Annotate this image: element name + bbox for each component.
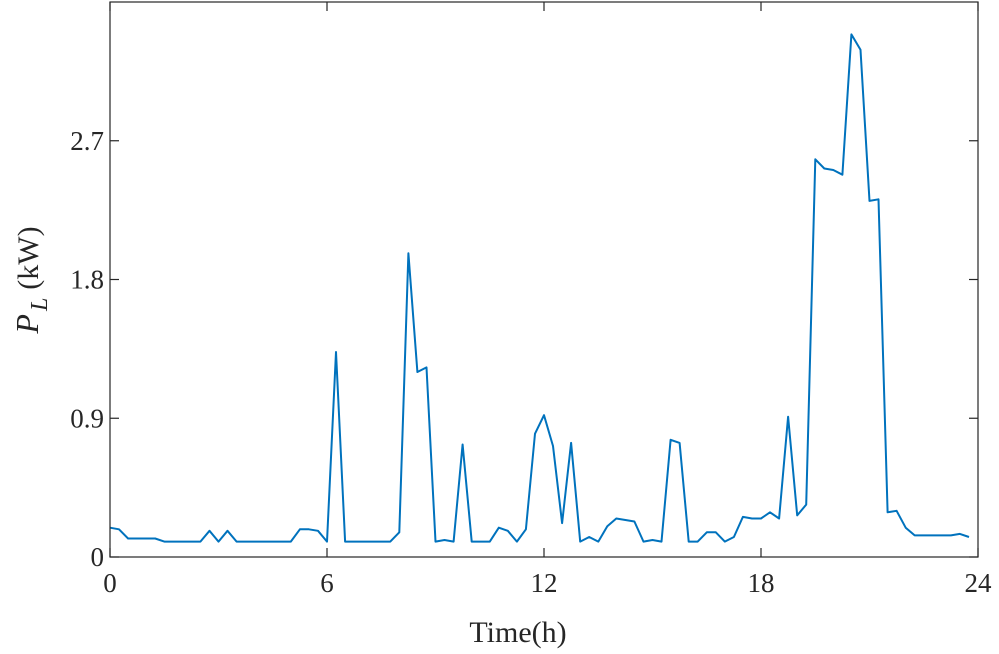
y-tick-label: 0 — [91, 542, 105, 572]
y-tick-label: 0.9 — [70, 403, 104, 433]
x-tick-label: 6 — [320, 568, 334, 598]
x-tick-label: 24 — [965, 568, 993, 598]
y-axis-symbol: P — [9, 314, 45, 335]
y-axis-unit: (kW) — [12, 226, 45, 289]
x-tick-label: 18 — [748, 568, 775, 598]
x-tick-label: 0 — [103, 568, 117, 598]
x-tick-label: 12 — [531, 568, 558, 598]
plot-area — [110, 2, 978, 557]
y-tick-label: 2.7 — [70, 126, 104, 156]
plot-frame — [109, 1, 979, 558]
y-axis-label: PL (kW) — [9, 226, 53, 334]
y-tick-label: 1.8 — [70, 265, 104, 295]
series-line — [109, 33, 970, 543]
svg-text:PL(kW): PL (kW) — [9, 226, 53, 334]
x-axis-label: Time(h) — [469, 616, 566, 649]
y-axis-subscript: L — [27, 298, 53, 312]
tick-labels: 0 6 12 18 24 0 0.9 1.8 2.7 — [70, 126, 992, 598]
